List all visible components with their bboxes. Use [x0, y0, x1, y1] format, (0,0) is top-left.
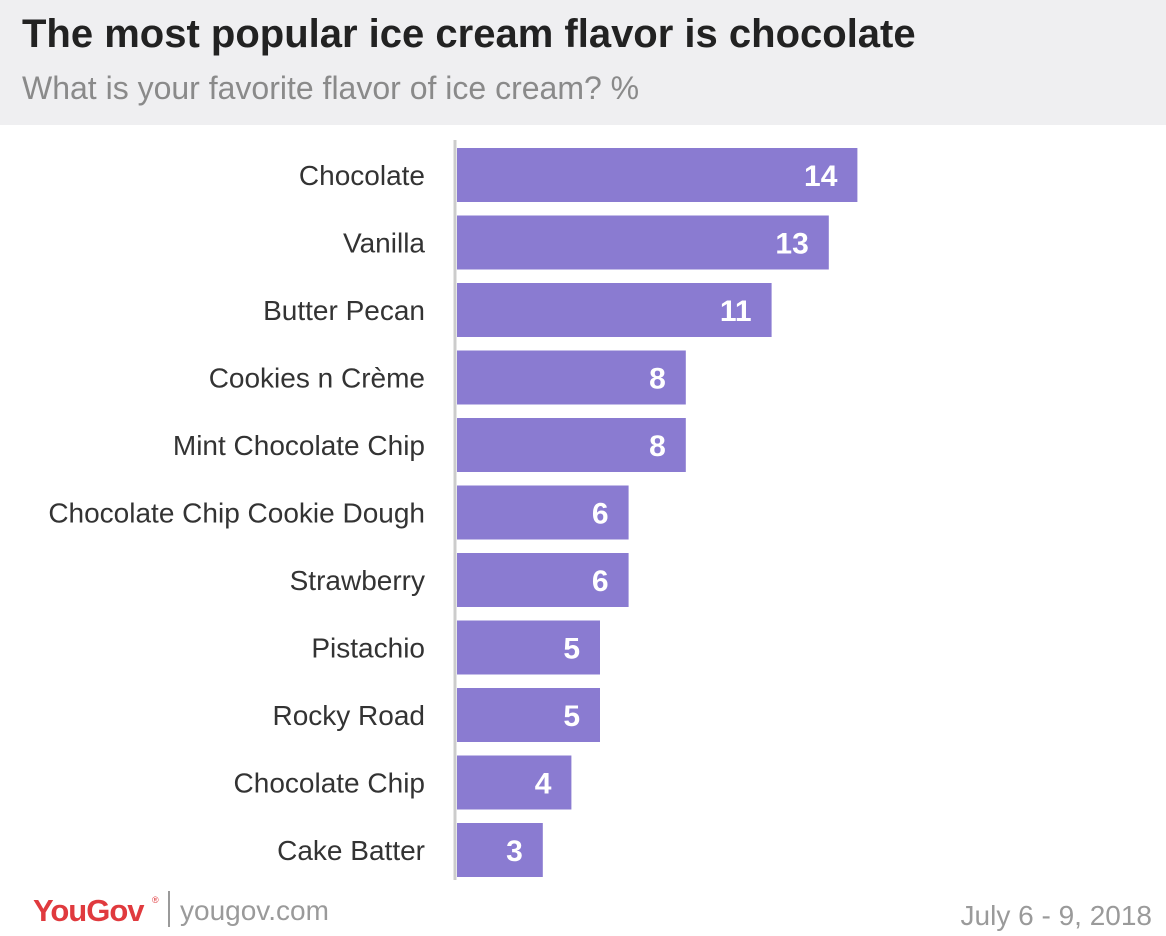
category-label: Chocolate Chip: [234, 768, 425, 799]
category-label: Strawberry: [290, 565, 425, 596]
category-label: Chocolate: [299, 160, 425, 191]
bar: [457, 755, 572, 810]
bar: [457, 620, 600, 675]
bar-value-label: 6: [592, 498, 609, 531]
bar: [457, 215, 829, 270]
bar: [457, 418, 686, 472]
bar-value-label: 14: [804, 160, 838, 193]
category-label: Cake Batter: [277, 835, 425, 866]
bar: [457, 553, 629, 607]
category-label: Chocolate Chip Cookie Dough: [48, 498, 425, 529]
footer-divider: [168, 891, 170, 927]
bar: [457, 283, 772, 337]
bar-chart: Chocolate 14 Vanilla 13 Butter Pecan 11 Cookie…: [48, 140, 858, 880]
category-label: Rocky Road: [272, 700, 425, 731]
chart-subtitle: What is your favorite flavor of ice crea…: [22, 70, 640, 106]
bar-value-label: 11: [720, 295, 752, 328]
bar: [457, 485, 629, 540]
bar-value-label: 4: [535, 768, 552, 801]
bar-value-label: 8: [649, 363, 666, 396]
category-label: Vanilla: [343, 228, 425, 259]
bar-value-label: 5: [563, 700, 580, 733]
survey-date: July 6 - 9, 2018: [960, 900, 1152, 931]
footer-url: yougov.com: [180, 895, 329, 926]
bars-group: Chocolate 14 Vanilla 13 Butter Pecan 11 Cookie…: [48, 148, 858, 877]
bar-value-label: 13: [775, 228, 808, 261]
bar-value-label: 5: [563, 633, 580, 666]
category-label: Cookies n Crème: [209, 363, 425, 394]
category-label: Butter Pecan: [263, 295, 425, 326]
bar-value-label: 6: [592, 565, 609, 598]
chart-header: The most popular ice cream flavor is cho…: [0, 0, 1166, 125]
yougov-logo: YouGov: [33, 893, 145, 928]
chart-title: The most popular ice cream flavor is cho…: [22, 12, 916, 56]
bar: [457, 688, 600, 742]
bar: [457, 148, 858, 202]
category-label: Mint Chocolate Chip: [173, 430, 425, 461]
bar: [457, 823, 543, 877]
bar-value-label: 3: [506, 835, 523, 868]
bar-value-label: 8: [649, 430, 666, 463]
bar: [457, 350, 686, 405]
registered-mark: ®: [152, 895, 159, 905]
category-label: Pistachio: [311, 633, 425, 664]
